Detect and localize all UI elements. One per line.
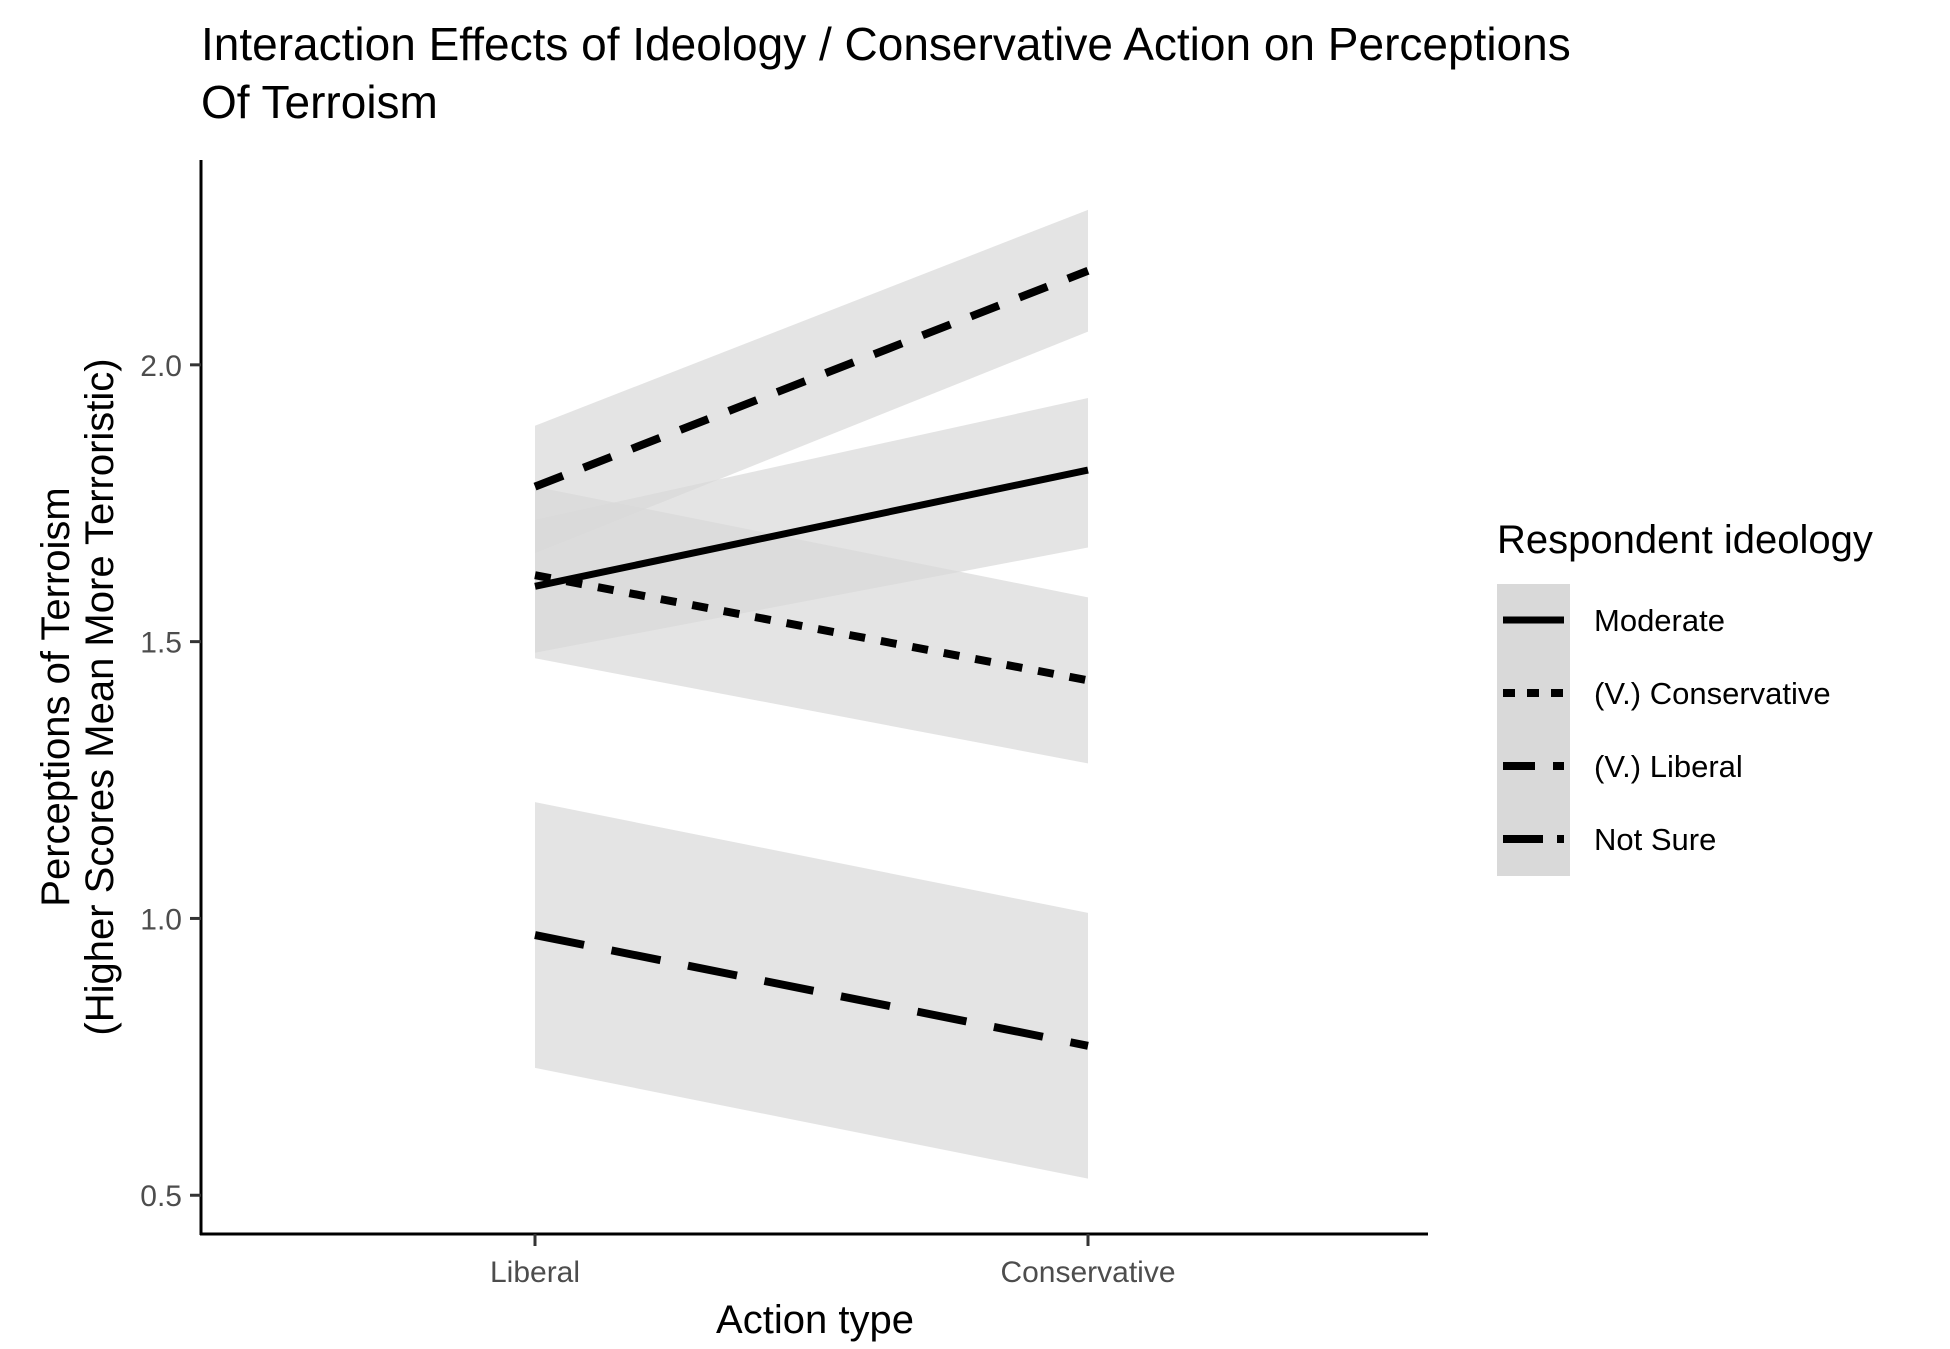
y-axis-title: Perceptions of Terroism (Higher Scores M… — [34, 358, 122, 1035]
confidence-bands — [535, 209, 1088, 1179]
legend-items: Moderate (V.) Conservative (V.) Liberal Not… — [1497, 584, 1831, 876]
x-axis-title: Action type — [716, 1298, 914, 1342]
legend-label-v-conservative: (V.) Conservative — [1594, 676, 1831, 711]
series-line-not-sure — [534, 931, 1089, 1050]
confidence-band-v-liberal — [535, 209, 1088, 554]
series-lines — [533, 266, 1090, 1050]
y-tick-label: 1.0 — [140, 903, 182, 936]
legend-title: Respondent ideology — [1497, 518, 1873, 562]
series-line-moderate — [534, 466, 1089, 590]
legend: Respondent ideology Moderate (V.) Conserv… — [1497, 518, 1873, 876]
legend-label-moderate: Moderate — [1594, 603, 1725, 638]
legend-label-not-sure: Not Sure — [1594, 822, 1716, 857]
chart-title-line-2: Of Terroism — [201, 76, 438, 128]
y-axis-ticks: 0.5 1.0 1.5 2.0 — [140, 350, 201, 1213]
x-tick-label: Conservative — [1000, 1256, 1175, 1289]
chart-title-line-1: Interaction Effects of Ideology / Conser… — [201, 18, 1571, 70]
y-tick-label: 2.0 — [140, 350, 182, 383]
legend-label-v-liberal: (V.) Liberal — [1594, 749, 1743, 784]
y-tick-label: 0.5 — [140, 1180, 182, 1213]
y-axis-title-line-1: Perceptions of Terroism — [34, 487, 78, 906]
y-axis-title-line-2: (Higher Scores Mean More Terroristic) — [78, 358, 122, 1035]
x-tick-label: Liberal — [490, 1256, 580, 1289]
series-line-v-liberal — [533, 266, 1090, 491]
x-axis-ticks: Liberal Conservative — [490, 1234, 1176, 1289]
y-tick-label: 1.5 — [140, 627, 182, 660]
